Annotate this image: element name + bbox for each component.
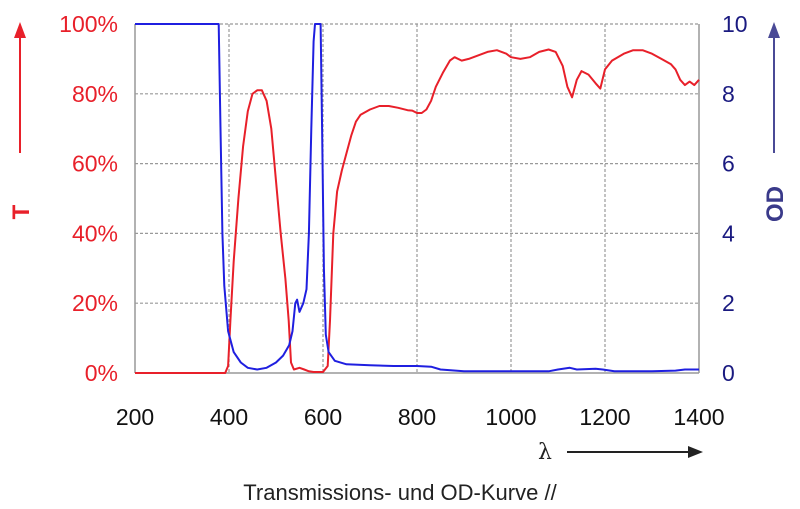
y-tick-left-label: 20% <box>72 290 118 316</box>
plot-frame <box>134 24 700 374</box>
x-tick-label: 400 <box>210 404 248 430</box>
y-tick-left-label: 80% <box>72 81 118 107</box>
y-axis-left-ticks: 0% 20% 40% 60% 80% 100% <box>59 11 118 386</box>
x-tick-label: 1000 <box>485 404 536 430</box>
x-axis-ticks: 200 400 600 800 1000 1200 1400 <box>116 404 725 430</box>
x-tick-label: 600 <box>304 404 342 430</box>
y-axis-right-ticks: 0 2 4 6 8 10 <box>722 11 748 386</box>
grid-lines <box>135 23 699 373</box>
left-axis-title-group: T <box>8 22 35 219</box>
x-tick-label: 1400 <box>673 404 724 430</box>
y-tick-right-label: 6 <box>722 151 735 177</box>
y-tick-left-label: 40% <box>72 220 118 246</box>
arrowhead-left-icon <box>14 22 26 38</box>
y-tick-right-label: 0 <box>722 360 735 386</box>
y-axis-left-title: T <box>8 204 35 219</box>
x-tick-label: 200 <box>116 404 154 430</box>
arrowhead-x-icon <box>688 446 703 458</box>
y-tick-right-label: 4 <box>722 220 735 246</box>
y-tick-left-label: 60% <box>72 151 118 177</box>
x-tick-label: 1200 <box>579 404 630 430</box>
right-axis-title-group: OD <box>762 22 789 222</box>
x-axis-title: λ <box>538 440 552 465</box>
series-line-od <box>135 23 699 373</box>
y-tick-right-label: 10 <box>722 11 748 37</box>
y-tick-left-label: 0% <box>85 360 118 386</box>
data-series <box>135 23 700 374</box>
y-tick-right-label: 2 <box>722 290 735 316</box>
x-axis-title-group: λ <box>538 440 703 465</box>
y-tick-right-label: 8 <box>722 81 735 107</box>
y-tick-left-label: 100% <box>59 11 118 37</box>
arrowhead-right-icon <box>768 22 780 38</box>
x-tick-label: 800 <box>398 404 436 430</box>
chart-caption: Transmissions- und OD-Kurve // <box>243 480 557 505</box>
series-line-t <box>135 48 700 374</box>
y-axis-right-title: OD <box>762 186 789 222</box>
